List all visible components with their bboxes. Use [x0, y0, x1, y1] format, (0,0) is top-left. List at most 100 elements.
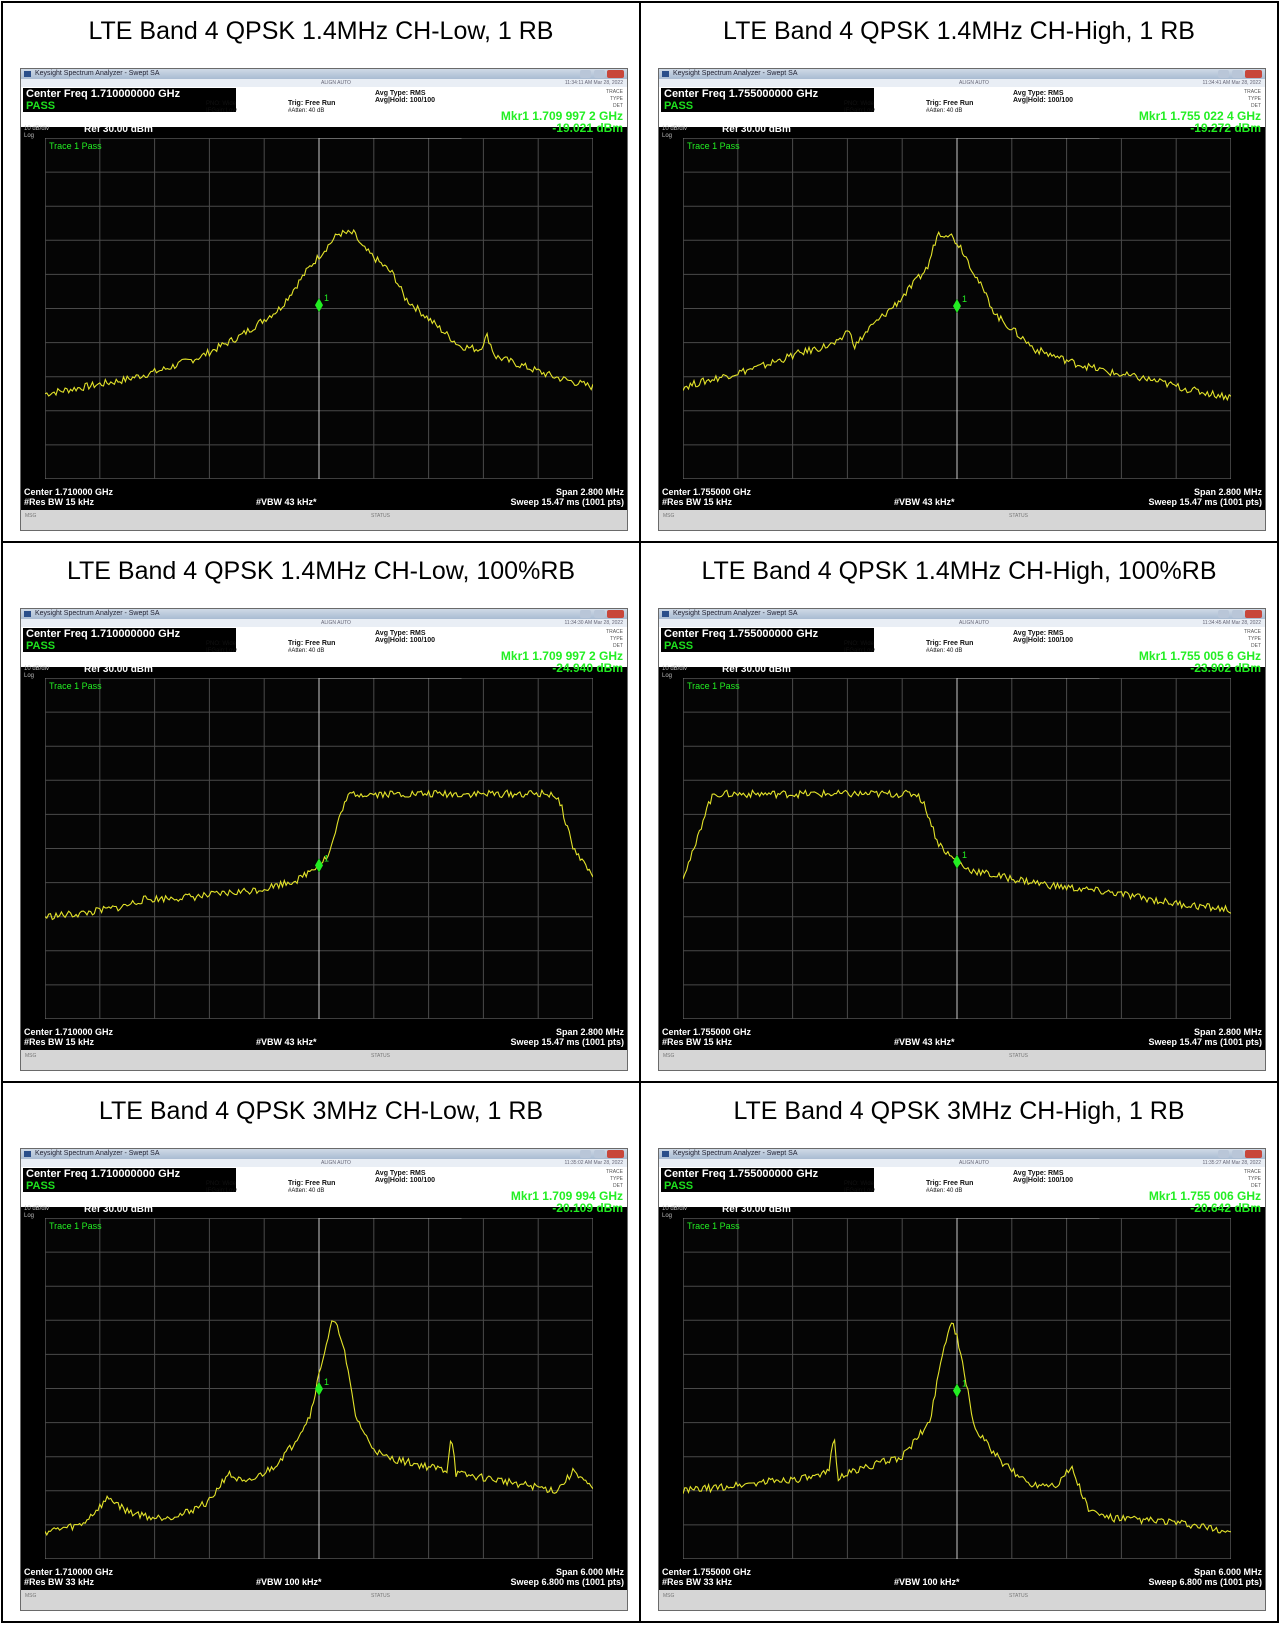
marker-frequency: Mkr1 1.709 997 2 GHz [500, 649, 623, 663]
span: Span 2.800 MHz [1193, 1027, 1262, 1037]
attenuation-label: #Atten: 40 dB [926, 648, 963, 654]
results-row: LTE Band 4 QPSK 1.4MHz CH-Low, 100%RB Ke… [1, 541, 1279, 1083]
attenuation-label: #Atten: 40 dB [288, 1188, 325, 1194]
window-title: Keysight Spectrum Analyzer - Swept SA [35, 1150, 160, 1157]
center-frequency-footer: Center 1.710000 GHz [24, 487, 114, 497]
trace-type-det-box: TRACE TYPE DET [1244, 89, 1261, 110]
spectrum-plot: 1 Trace 1 Pass [45, 1218, 593, 1559]
settings-header: Center Freq 1.755000000 GHz PASS PNO: Wi… [659, 1167, 1265, 1207]
msg-label: MSG [663, 513, 675, 519]
spectrum-plot: 1 Trace 1 Pass [45, 138, 593, 479]
ref-offset: Ref Offset 1.92 dB [84, 116, 142, 123]
close-icon [1245, 610, 1262, 618]
ref-offset: Ref Offset 1.91 dB [722, 656, 780, 663]
type-label: TYPE [1247, 96, 1261, 102]
msg-label: MSG [25, 1053, 37, 1059]
close-icon [607, 70, 624, 78]
app-icon [24, 1151, 31, 1157]
marker-level: -20.642 dBm [1190, 1201, 1261, 1215]
trace-type-det-box: TRACE TYPE DET [606, 629, 623, 650]
ref-level: Ref 30.00 dBm [722, 124, 791, 135]
status-label: STATUS [371, 1593, 390, 1599]
align-label: ALIGN AUTO [321, 1160, 351, 1166]
status-label: STATUS [371, 1053, 390, 1059]
spectrum-analyzer-screenshot: Keysight Spectrum Analyzer - Swept SA AL… [658, 608, 1266, 1071]
res-bw: #Res BW 15 kHz [24, 497, 95, 507]
trace-label: TRACE [1244, 89, 1261, 95]
log-label: Log [662, 1213, 673, 1219]
app-icon [24, 611, 31, 617]
limit-line [318, 138, 462, 479]
ifgain-label: IFGain:Low [844, 108, 875, 114]
panel-caption: LTE Band 4 QPSK 1.4MHz CH-Low, 100%RB [66, 557, 576, 585]
close-icon [607, 1150, 624, 1158]
marker-diamond [953, 1383, 961, 1398]
panel-caption: LTE Band 4 QPSK 1.4MHz CH-High, 1 RB [723, 17, 1195, 45]
spectrum-analyzer-screenshot: Keysight Spectrum Analyzer - Swept SA AL… [20, 68, 628, 531]
timestamp: 11:35:27 AM Mar 28, 2022 [1202, 1160, 1261, 1166]
limit-line [956, 1218, 1100, 1559]
spectrum-plot: 1 Trace 1 Pass [683, 678, 1231, 1019]
settings-header: Center Freq 1.710000000 GHz PASS PNO: Wi… [21, 627, 627, 667]
results-row: LTE Band 4 QPSK 1.4MHz CH-Low, 1 RB Keys… [1, 1, 1279, 543]
close-icon [607, 610, 624, 618]
ifgain-label: IFGain:Low [206, 108, 237, 114]
marker-diamond [315, 858, 323, 873]
ifgain-label: IFGain:Low [844, 1188, 875, 1194]
scale-info: 10 dB/div Log [24, 1206, 49, 1220]
scale-label: 10 dB/div [662, 126, 688, 132]
center-freq-label: Center Freq 1.755000000 GHz [661, 628, 874, 640]
sweep: Sweep 15.47 ms (1001 pts) [510, 497, 624, 507]
attenuation-label: #Atten: 40 dB [288, 648, 325, 654]
span: Span 6.000 MHz [555, 1567, 624, 1577]
pass-indicator: PASS [661, 100, 874, 112]
trigger-label: Trig: Free Run [926, 640, 974, 647]
vbw: #VBW 43 kHz* [256, 497, 317, 507]
spectrum-trace [45, 1320, 593, 1537]
center-freq-label: Center Freq 1.755000000 GHz [661, 1168, 874, 1180]
span: Span 6.000 MHz [1193, 1567, 1262, 1577]
center-freq-label: Center Freq 1.710000000 GHz [23, 1168, 236, 1180]
vbw: #VBW 43 kHz* [256, 1037, 317, 1047]
det-label: DET [1251, 643, 1261, 649]
panel-cell: LTE Band 4 QPSK 1.4MHz CH-High, 100%RB K… [639, 541, 1279, 1083]
scale-info: 10 dB/div Log [24, 666, 49, 680]
trace-type-det-box: TRACE TYPE DET [606, 1169, 623, 1190]
status-label: STATUS [371, 513, 390, 519]
window-titlebar: Keysight Spectrum Analyzer - Swept SA [21, 69, 627, 79]
res-bw: #Res BW 15 kHz [24, 1037, 95, 1047]
marker-frequency: Mkr1 1.755 005 6 GHz [1138, 649, 1261, 663]
close-icon [1245, 70, 1262, 78]
timestamp: 11:34:11 AM Mar 28, 2022 [564, 80, 623, 86]
status-strip: ALIGN AUTO 11:35:27 AM Mar 28, 2022 [659, 1159, 1265, 1167]
msg-label: MSG [663, 1593, 675, 1599]
pass-indicator: PASS [23, 1180, 236, 1192]
trace-type-det-box: TRACE TYPE DET [1244, 1169, 1261, 1190]
trace-type-det-box: TRACE TYPE DET [606, 89, 623, 110]
marker-diamond [953, 854, 961, 869]
marker-level: -23.902 dBm [1190, 661, 1261, 675]
status-strip: ALIGN AUTO 11:34:41 AM Mar 28, 2022 [659, 79, 1265, 87]
status-strip: ALIGN AUTO 11:35:02 AM Mar 28, 2022 [21, 1159, 627, 1167]
status-bar: MSG STATUS [21, 1590, 627, 1610]
limit-line [956, 138, 1100, 479]
align-label: ALIGN AUTO [321, 620, 351, 626]
res-bw: #Res BW 33 kHz [662, 1577, 733, 1587]
ifgain-label: IFGain:Low [844, 648, 875, 654]
status-strip: ALIGN AUTO 11:34:45 AM Mar 28, 2022 [659, 619, 1265, 627]
avg-type-label: Avg Type: RMS [1013, 630, 1064, 637]
trace-label: TRACE [606, 629, 623, 635]
settings-header: Center Freq 1.755000000 GHz PASS PNO: Wi… [659, 87, 1265, 127]
vbw: #VBW 43 kHz* [894, 1037, 955, 1047]
type-label: TYPE [1247, 636, 1261, 642]
ref-offset: Ref Offset 1.91 dB [722, 1196, 780, 1203]
avg-hold-label: Avg|Hold: 100/100 [1013, 637, 1074, 644]
pass-indicator: PASS [23, 640, 236, 652]
panel-cell: LTE Band 4 QPSK 3MHz CH-Low, 1 RB Keysig… [1, 1081, 641, 1623]
trace-type-det-box: TRACE TYPE DET [1244, 629, 1261, 650]
trace-label: TRACE [1244, 629, 1261, 635]
avg-hold-label: Avg|Hold: 100/100 [1013, 97, 1074, 104]
avg-type-label: Avg Type: RMS [1013, 90, 1064, 97]
log-label: Log [24, 133, 35, 139]
status-label: STATUS [1009, 1593, 1028, 1599]
